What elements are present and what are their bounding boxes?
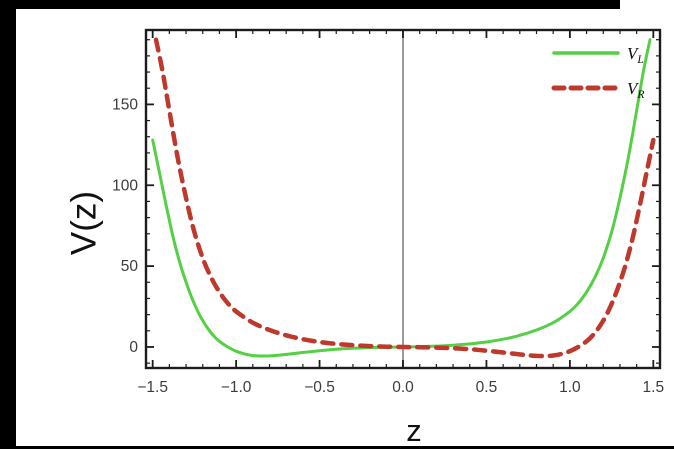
tick-labels: −1.5 −1.0 −0.5 0.0 0.5 1.0 1.5 0 50 100 150 [112,96,664,396]
y-tick-label: 0 [129,339,138,356]
curve-v-r [153,37,656,359]
x-axis-label: z [406,413,422,448]
legend-item-v-l: VL [552,44,644,66]
y-axis-label: V(z) [64,191,103,255]
x-tick-label: 1.0 [559,379,581,396]
y-tick-label: 50 [121,258,139,275]
letterbox-top [0,0,620,9]
x-tick-label: −1.5 [137,379,168,396]
legend-label: VR [627,79,644,101]
letterbox-bottom [0,446,674,449]
y-tick-label: 150 [112,96,138,113]
x-tick-label: −0.5 [304,379,335,396]
y-tick-label: 100 [112,177,138,194]
x-tick-label: 1.5 [643,379,665,396]
legend-label: VL [627,44,644,66]
x-tick-label: −1.0 [221,379,252,396]
x-tick-label: 0.0 [392,379,414,396]
legend-item-v-r: VR [551,79,644,101]
x-tick-label: 0.5 [476,379,498,396]
tick-marks [146,30,660,368]
letterbox-left [0,0,16,449]
plot-generated-layers: −1.5 −1.0 −0.5 0.0 0.5 1.0 1.5 0 50 100 150 VL VR [112,28,664,396]
legend: VL VR [551,44,644,101]
